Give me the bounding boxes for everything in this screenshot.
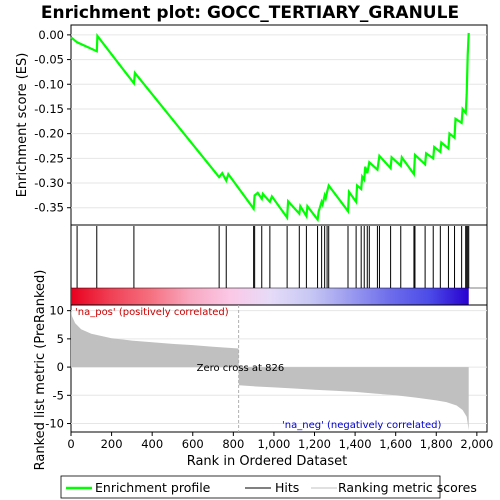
metric-panel: 10 5 0 -5 -10 Zero cross at 826 'na_pos' (posi… <box>45 304 493 451</box>
metric-y-tick-label: -10 <box>45 417 64 431</box>
es-y-tick-label: -0.30 <box>34 176 64 190</box>
es-y-tick-label: 0.00 <box>38 28 64 42</box>
x-tick-label: 400 <box>141 437 163 451</box>
x-tick-label: 1,000 <box>257 437 290 451</box>
metric-y-tick-label: 10 <box>49 304 64 318</box>
legend-label: Hits <box>275 480 299 495</box>
positive-correlation-label: 'na_pos' (positively correlated) <box>75 307 229 318</box>
es-y-tick-label: -0.25 <box>34 151 64 165</box>
es-panel: 0.00 -0.05 -0.10 -0.15 -0.20 -0.25 -0.30 -0.35 <box>34 24 488 226</box>
es-y-tick-label: -0.05 <box>34 53 64 67</box>
x-tick-label: 0 <box>67 437 74 451</box>
es-y-tick-label: -0.35 <box>34 201 64 215</box>
es-y-tick-label: -0.10 <box>34 77 64 91</box>
metric-y-tick-label: 0 <box>57 360 64 374</box>
negative-correlation-label: 'na_neg' (negatively correlated) <box>282 420 441 431</box>
zero-cross-label: Zero cross at 826 <box>197 363 285 374</box>
x-tick-label: 800 <box>222 437 244 451</box>
enrichment-profile-line <box>70 32 470 223</box>
chart-title: Enrichment plot: GOCC_TERTIARY_GRANULE <box>41 3 459 23</box>
es-y-tick-label: -0.20 <box>34 127 64 141</box>
metric-y-tick-label: 5 <box>57 332 64 346</box>
es-y-tick-label: -0.15 <box>34 102 64 116</box>
x-tick-label: 600 <box>182 437 204 451</box>
metric-y-axis-label: Ranked list metric (PreRanked) <box>33 270 48 471</box>
hits-panel <box>70 224 488 306</box>
x-tick-label: 1,200 <box>298 437 331 451</box>
es-y-axis-label: Enrichment score (ES) <box>15 53 30 198</box>
es-plot-frame <box>70 24 488 226</box>
x-tick-label: 2,000 <box>460 437 493 451</box>
x-axis-label: Rank in Ordered Dataset <box>187 454 348 469</box>
legend-box <box>60 475 441 499</box>
rank-color-band <box>71 288 469 305</box>
metric-y-tick-label: -5 <box>53 388 64 402</box>
x-tick-label: 1,600 <box>379 437 412 451</box>
legend: Enrichment profile Hits Ranking metric sco… <box>60 475 477 499</box>
legend-label: Enrichment profile <box>95 480 211 495</box>
x-tick-label: 1,800 <box>420 437 453 451</box>
x-tick-label: 1,400 <box>339 437 372 451</box>
legend-label: Ranking metric scores <box>338 480 477 495</box>
ranking-metric-area <box>71 309 469 431</box>
x-tick-label: 200 <box>101 437 123 451</box>
